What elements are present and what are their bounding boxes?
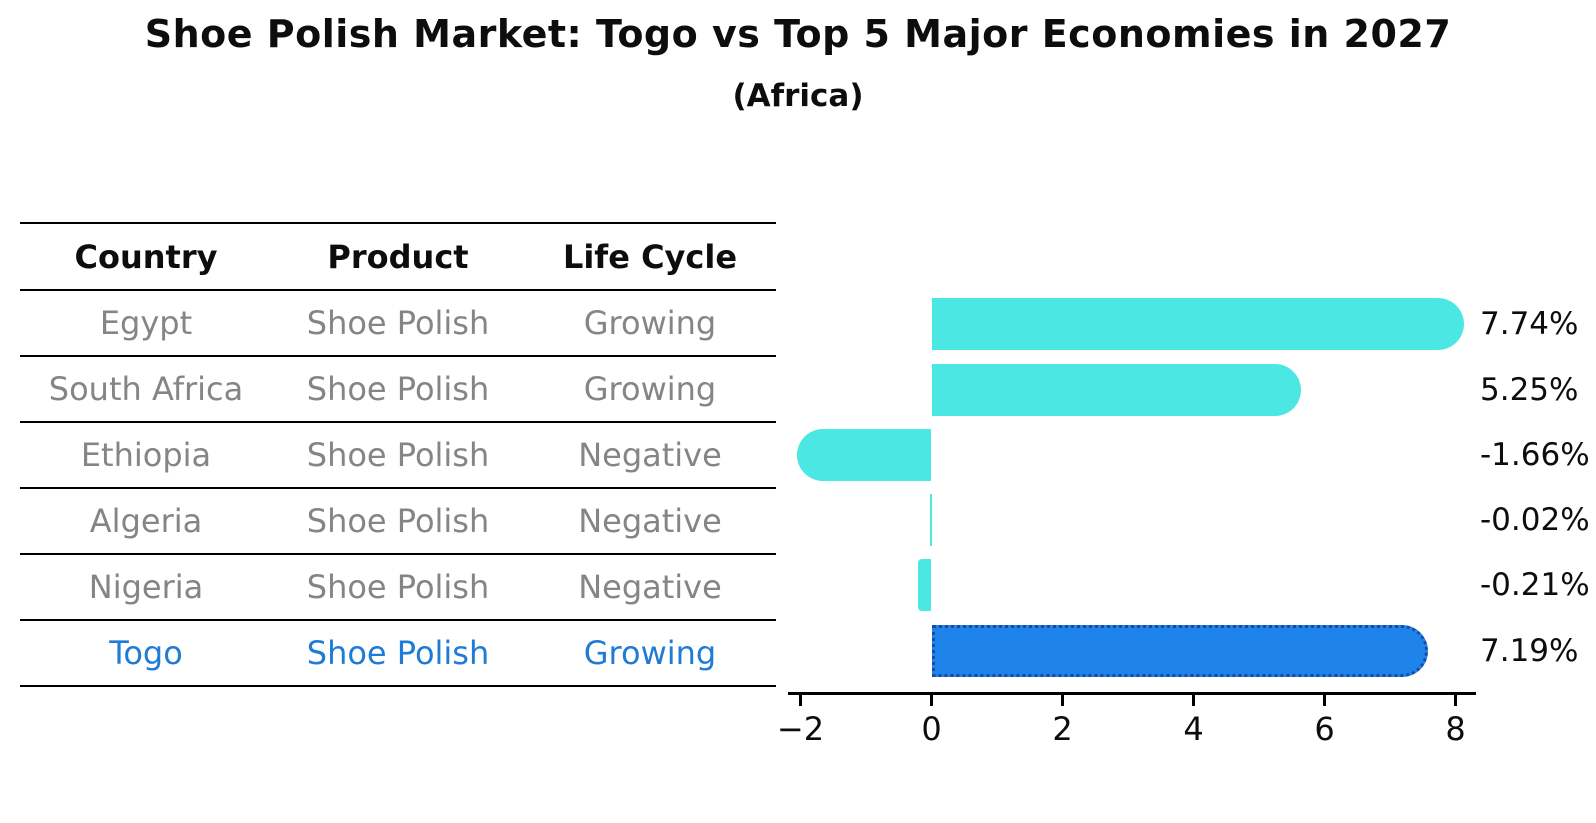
cell-life-cycle: Growing [583,634,717,672]
column-header-life-cycle: Life Cycle [562,237,738,276]
chart-subtitle: (Africa) [732,78,864,114]
x-axis-tick-label: 4 [1183,710,1204,748]
x-axis-tick [1323,692,1326,706]
table-row: Nigeria Shoe Polish Negative [20,555,776,621]
x-axis-tick-label: −2 [776,710,825,748]
x-axis-tick-label: 2 [1052,710,1073,748]
x-axis-tick [1454,692,1457,706]
cell-country: Algeria [89,502,203,540]
x-axis-tick [930,692,933,706]
bar-algeria [929,494,932,546]
column-header-product: Product [327,237,469,276]
bar-ethiopia [796,429,932,481]
cell-life-cycle: Growing [583,304,717,342]
x-axis-tick-label: 8 [1445,710,1466,748]
bar-value-label: -0.21% [1480,567,1590,603]
cell-product: Shoe Polish [306,370,490,408]
bar-value-label: 7.74% [1480,306,1579,342]
bar-nigeria [917,559,932,611]
cell-product: Shoe Polish [306,568,490,606]
table-row: Algeria Shoe Polish Negative [20,489,776,555]
bar-togo [931,625,1429,677]
cell-product: Shoe Polish [306,502,490,540]
bar-value-label: 5.25% [1480,372,1579,408]
bar-value-label: 7.19% [1480,633,1579,669]
x-axis [788,692,1476,695]
x-axis-tick [799,692,802,706]
table-row: Egypt Shoe Polish Growing [20,291,776,357]
cell-life-cycle: Negative [578,568,722,606]
cell-product: Shoe Polish [306,634,490,672]
x-axis-tick [1192,692,1195,706]
cell-product: Shoe Polish [306,304,490,342]
cell-country: Nigeria [88,568,204,606]
cell-product: Shoe Polish [306,436,490,474]
table-row: Togo Shoe Polish Growing [20,621,776,687]
cell-country: South Africa [48,370,244,408]
cell-life-cycle: Negative [578,502,722,540]
table-row: Ethiopia Shoe Polish Negative [20,423,776,489]
table-header-row: Country Product Life Cycle [20,224,776,291]
cell-country: Ethiopia [80,436,212,474]
bar-south-africa [931,364,1302,416]
cell-country: Togo [109,634,183,672]
bar-value-label: -0.02% [1480,502,1590,538]
x-axis-tick-label: 6 [1314,710,1335,748]
x-axis-tick-label: 0 [921,710,942,748]
bar-value-label: -1.66% [1480,437,1590,473]
bar-egypt [931,298,1465,350]
x-axis-tick [1061,692,1064,706]
cell-life-cycle: Growing [583,370,717,408]
column-header-country: Country [74,237,218,276]
country-table: Country Product Life Cycle Egypt Shoe Po… [20,222,776,687]
table-row: South Africa Shoe Polish Growing [20,357,776,423]
cell-life-cycle: Negative [578,436,722,474]
chart-title: Shoe Polish Market: Togo vs Top 5 Major … [144,12,1452,56]
cell-country: Egypt [99,304,193,342]
